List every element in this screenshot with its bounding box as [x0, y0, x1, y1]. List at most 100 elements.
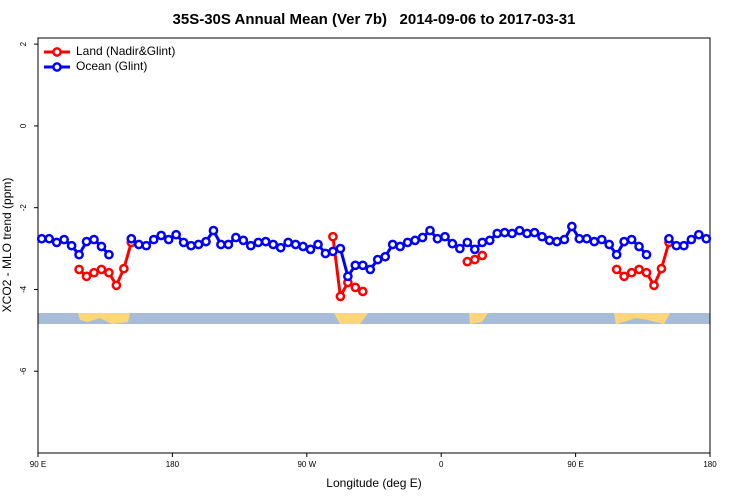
data-point — [59, 234, 69, 245]
data-point — [701, 233, 712, 244]
data-point — [178, 237, 189, 248]
x-tick-label: 90 W — [297, 460, 316, 469]
legend-label: Land (Nadir&Glint) — [76, 44, 175, 58]
data-point — [484, 235, 495, 246]
x-axis-label: Longitude (deg E) — [326, 476, 421, 490]
data-point — [268, 239, 279, 250]
land-patch — [334, 313, 368, 324]
land-patch — [78, 313, 130, 324]
data-point — [410, 235, 420, 246]
data-point — [350, 260, 361, 271]
data-point — [634, 241, 644, 252]
data-point — [104, 267, 114, 278]
data-point — [111, 280, 122, 291]
data-point — [74, 249, 84, 260]
data-point — [596, 234, 607, 245]
data-point — [477, 237, 488, 248]
land-patch — [614, 313, 670, 324]
data-point — [119, 263, 129, 274]
data-point — [51, 237, 62, 248]
data-point — [455, 243, 465, 254]
y-tick-label: 2 — [19, 41, 28, 46]
data-point — [529, 227, 540, 238]
data-point — [432, 233, 443, 244]
data-point — [328, 246, 338, 257]
data-point — [537, 231, 547, 242]
data-point — [208, 225, 219, 236]
data-point — [462, 256, 473, 267]
data-point — [350, 282, 361, 293]
data-point — [335, 291, 346, 302]
x-tick-label: 90 E — [30, 460, 46, 469]
data-point — [664, 233, 674, 244]
x-tick-label: 180 — [703, 460, 717, 469]
data-point — [126, 233, 137, 244]
data-point — [253, 237, 264, 248]
data-point — [626, 234, 637, 245]
data-point — [469, 254, 480, 265]
data-point — [193, 239, 204, 250]
chart-title: 35S-30S Annual Mean (Ver 7b) 2014-09-06 … — [173, 11, 576, 28]
data-point — [328, 231, 338, 242]
data-point — [514, 225, 525, 236]
data-point — [611, 264, 622, 275]
x-tick-label: 90 E — [567, 460, 583, 469]
data-point — [320, 248, 331, 259]
data-point — [245, 240, 256, 251]
data-point — [649, 280, 659, 291]
x-tick-label: 180 — [166, 460, 180, 469]
data-point — [290, 239, 301, 250]
data-point — [581, 233, 592, 244]
y-tick-label: -2 — [19, 204, 28, 212]
data-point — [44, 233, 55, 244]
data-point — [104, 249, 114, 260]
data-point — [425, 225, 435, 236]
data-point — [343, 271, 353, 282]
data-point — [36, 233, 47, 244]
y-tick-label: 0 — [19, 123, 28, 128]
data-point — [469, 244, 480, 255]
data-point — [634, 264, 644, 275]
data-point — [574, 233, 585, 244]
data-point — [313, 239, 323, 250]
data-point — [96, 241, 107, 252]
data-point — [447, 238, 458, 249]
data-point — [223, 239, 234, 250]
data-point — [365, 264, 376, 275]
data-point — [589, 236, 600, 247]
data-point — [74, 264, 84, 275]
data-point — [492, 228, 503, 239]
y-tick-label: -6 — [19, 367, 28, 375]
data-point — [544, 235, 555, 246]
plot-frame — [37, 37, 711, 454]
data-point — [611, 249, 622, 260]
ocean-strip — [38, 313, 710, 324]
data-point — [395, 241, 405, 252]
data-point — [626, 267, 637, 278]
data-point — [619, 271, 629, 282]
data-point — [148, 234, 159, 245]
data-point — [604, 239, 615, 250]
x-tick-label: 0 — [439, 460, 444, 469]
data-point — [275, 242, 286, 253]
data-point — [402, 237, 413, 248]
data-point — [417, 232, 428, 243]
y-axis-label: XCO2 - MLO trend (ppm) — [0, 178, 14, 313]
data-point — [619, 236, 629, 247]
data-point — [283, 237, 293, 248]
data-point — [559, 234, 570, 245]
legend-label: Ocean (Glint) — [76, 59, 147, 73]
land-patch — [469, 313, 488, 324]
data-point — [380, 251, 391, 262]
data-point — [298, 241, 308, 252]
data-point — [693, 229, 704, 240]
data-point — [305, 244, 316, 255]
data-point — [567, 221, 577, 232]
data-point — [81, 236, 92, 247]
data-point — [141, 240, 152, 251]
data-point — [679, 240, 689, 251]
data-point — [462, 237, 473, 248]
data-point — [357, 260, 368, 271]
data-point — [216, 239, 226, 250]
